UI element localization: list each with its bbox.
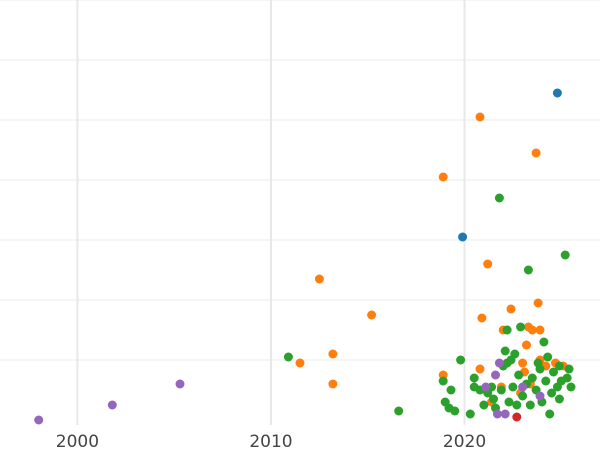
data-point: [475, 112, 485, 122]
data-point: [489, 394, 498, 404]
data-point: [541, 376, 551, 386]
data-point: [545, 409, 555, 419]
data-point: [295, 358, 305, 368]
data-point: [500, 409, 510, 419]
data-point: [549, 367, 558, 377]
data-point: [525, 400, 535, 410]
data-point: [456, 355, 466, 365]
data-point: [533, 298, 543, 308]
data-point: [552, 88, 562, 98]
data-point: [543, 352, 553, 362]
points-layer: [34, 88, 576, 425]
series-1: [295, 112, 568, 407]
data-point: [512, 400, 522, 410]
data-point: [465, 409, 475, 419]
data-point: [438, 172, 448, 182]
x-tick-label: 2020: [443, 432, 486, 450]
data-point: [518, 382, 528, 392]
data-point: [438, 376, 448, 386]
data-point: [522, 340, 531, 350]
data-point: [367, 310, 377, 320]
data-point: [562, 373, 572, 383]
series-3: [512, 412, 522, 422]
series-0: [458, 88, 562, 242]
data-point: [564, 364, 574, 374]
data-point: [504, 397, 514, 407]
data-point: [469, 373, 479, 383]
data-point: [535, 391, 545, 401]
data-point: [523, 265, 533, 275]
data-point: [527, 325, 537, 335]
data-point: [554, 361, 564, 371]
data-point: [512, 412, 522, 422]
data-point: [516, 322, 526, 332]
data-point: [535, 325, 545, 335]
series-2: [283, 193, 576, 419]
data-point: [314, 274, 324, 284]
data-point: [34, 415, 44, 425]
data-point: [491, 370, 500, 380]
data-point: [175, 379, 185, 389]
data-point: [506, 304, 516, 314]
data-point: [514, 370, 524, 380]
data-point: [394, 406, 404, 416]
data-point: [518, 358, 528, 368]
data-point: [328, 349, 338, 359]
data-point: [554, 394, 564, 404]
grid-layer: [0, 0, 600, 425]
data-point: [481, 382, 491, 392]
data-point: [527, 373, 537, 383]
x-tick-label: 2000: [56, 432, 99, 450]
data-point: [494, 193, 504, 203]
data-point: [479, 400, 489, 410]
data-point: [566, 382, 576, 392]
data-point: [533, 358, 543, 368]
data-point: [560, 250, 570, 260]
data-point: [500, 346, 510, 356]
x-tick-label: 2010: [249, 432, 292, 450]
data-point: [492, 409, 502, 419]
data-point: [496, 385, 506, 395]
data-point: [446, 385, 456, 395]
data-point: [510, 349, 520, 359]
data-point: [518, 391, 528, 401]
data-point: [531, 148, 541, 158]
data-point: [494, 358, 504, 368]
data-point: [283, 352, 293, 362]
data-point: [483, 259, 493, 269]
data-point: [477, 313, 487, 323]
data-point: [539, 337, 549, 347]
x-tick-labels: 2000 2010 2020: [56, 432, 486, 450]
data-point: [508, 382, 518, 392]
data-point: [475, 364, 485, 374]
data-point: [107, 400, 117, 410]
data-point: [547, 388, 557, 398]
data-point: [458, 232, 468, 242]
data-point: [502, 325, 512, 335]
series-4: [34, 358, 545, 425]
data-point: [328, 379, 338, 389]
data-point: [450, 406, 460, 416]
